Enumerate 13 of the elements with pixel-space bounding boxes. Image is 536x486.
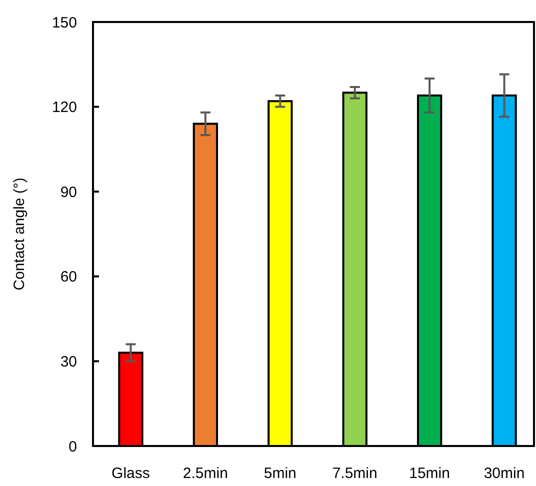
- x-tick-label: 2.5min: [182, 465, 228, 482]
- y-tick-label: 60: [60, 268, 77, 286]
- y-tick-label: 150: [52, 14, 77, 32]
- y-axis-title: Contact angle (°): [11, 178, 28, 290]
- x-tick-label: 5min: [264, 465, 296, 482]
- x-tick-label: Glass: [112, 465, 150, 482]
- y-tick-label: 120: [52, 99, 77, 116]
- x-tick-label: 30min: [484, 465, 525, 482]
- y-tick-label: 0: [68, 438, 77, 456]
- y-tick-label: 90: [60, 184, 77, 201]
- x-tick-label: 15min: [409, 465, 450, 482]
- y-tick-label: 30: [60, 353, 77, 370]
- x-tick-label: 7.5min: [332, 465, 378, 482]
